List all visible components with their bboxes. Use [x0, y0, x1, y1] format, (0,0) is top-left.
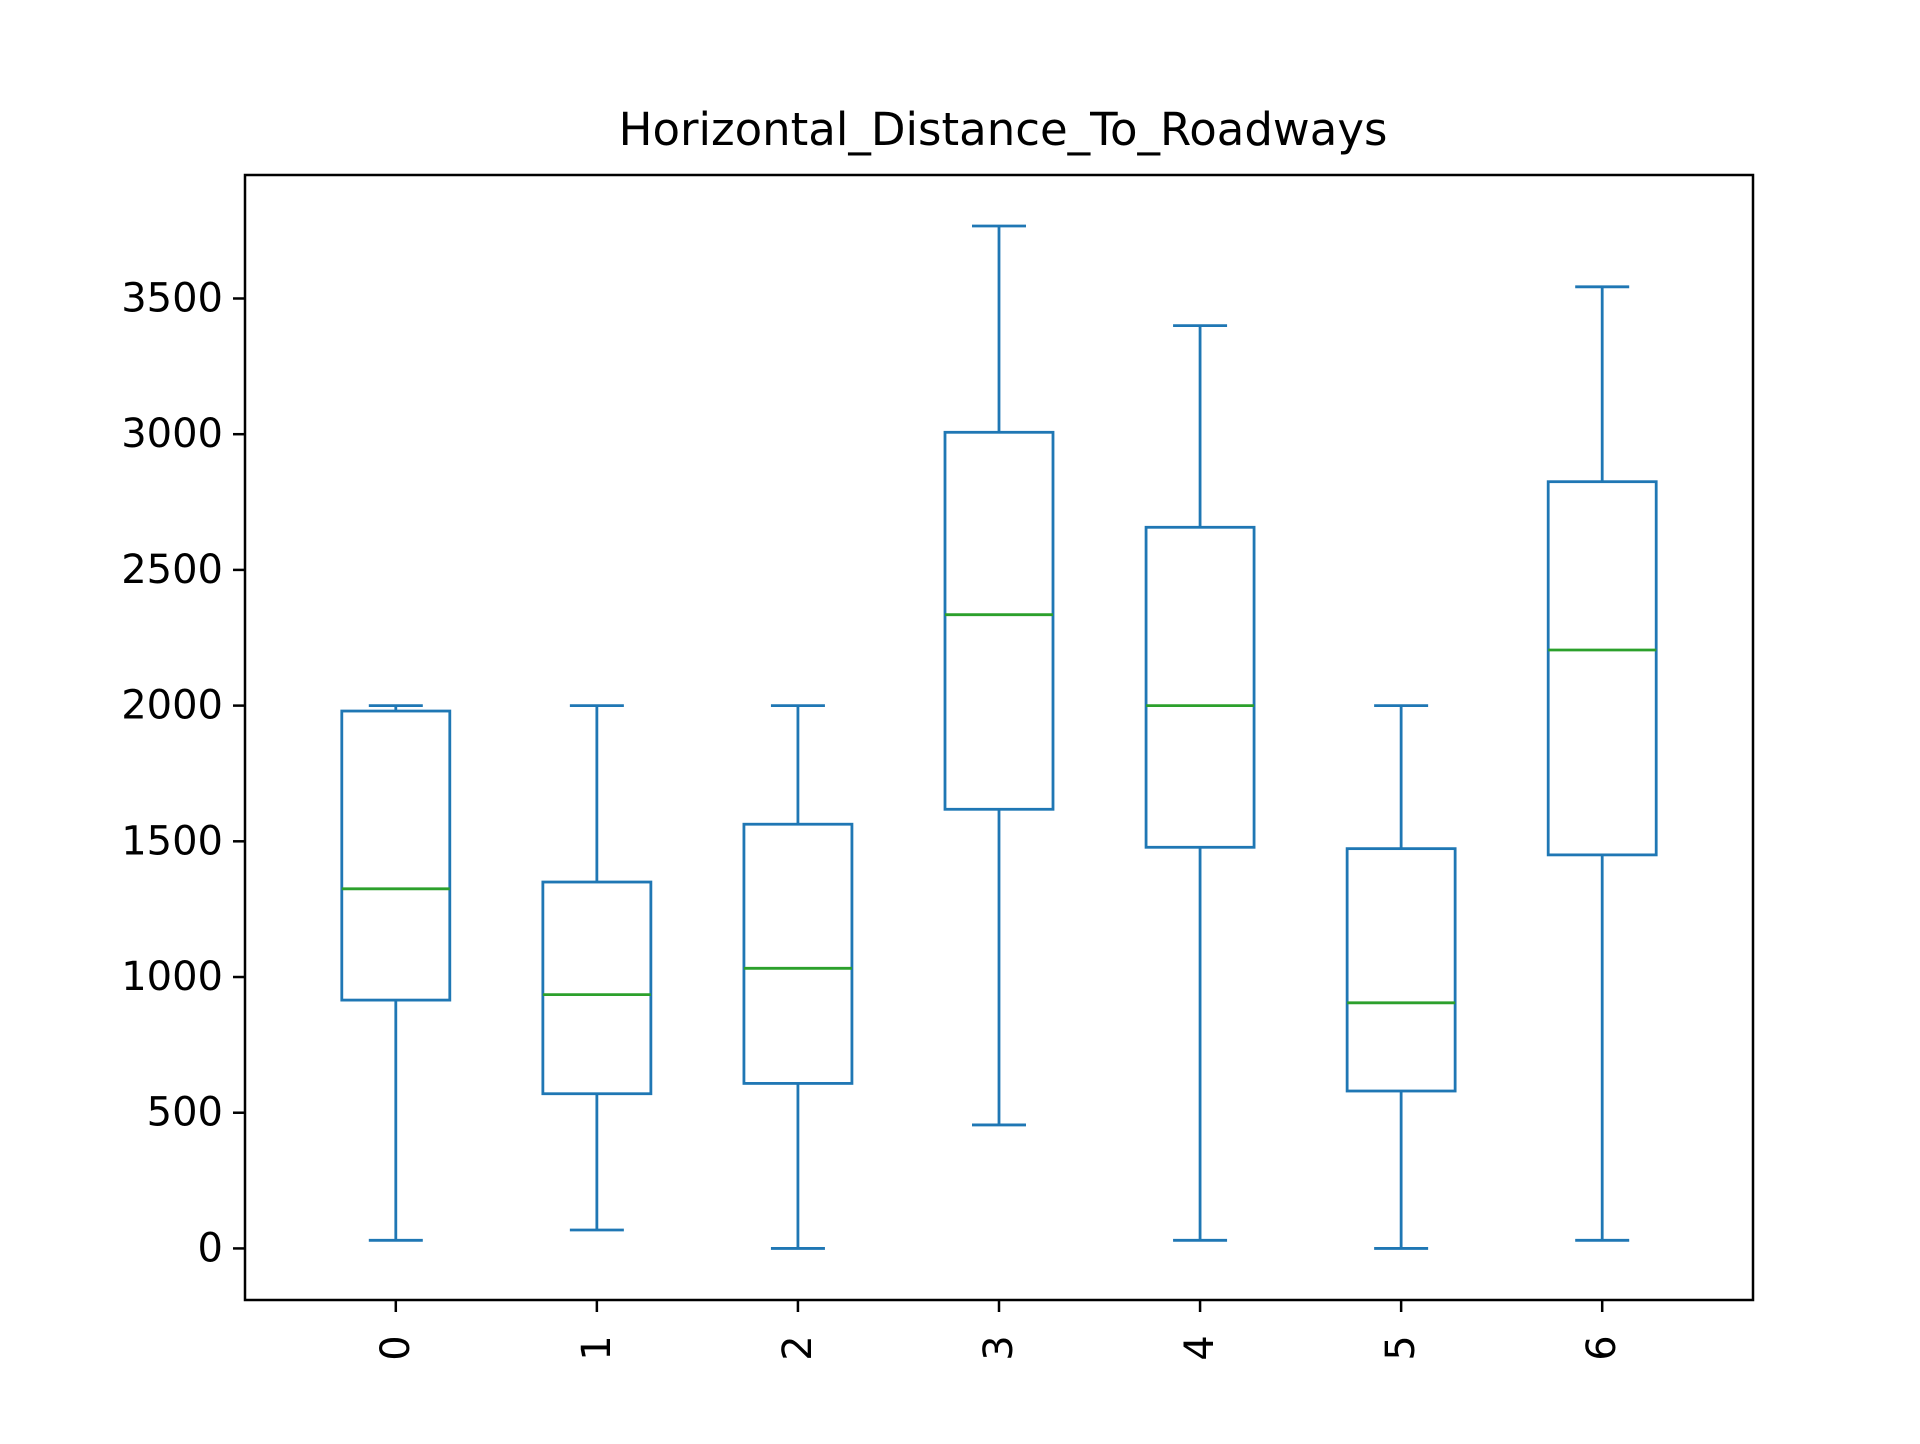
x-tick-label: 0	[373, 1335, 419, 1360]
x-tick-label: 5	[1378, 1335, 1424, 1360]
y-tick-label: 2000	[121, 683, 223, 729]
y-tick-label: 3500	[121, 275, 223, 321]
box-6-iqr	[1546, 480, 1658, 857]
y-tick-label: 2500	[121, 547, 223, 593]
box-5-iqr	[1345, 847, 1457, 1093]
box-1-iqr	[541, 880, 653, 1096]
y-tick-label: 500	[147, 1090, 223, 1136]
box-3-iqr	[943, 430, 1055, 811]
x-tick-label: 2	[775, 1335, 821, 1360]
x-tick-label: 1	[574, 1335, 620, 1360]
box-2-iqr	[742, 822, 854, 1085]
plot-frame	[243, 173, 1755, 1302]
box-4-iqr	[1144, 525, 1256, 849]
y-tick-label: 1000	[121, 954, 223, 1000]
y-tick-label: 0	[198, 1225, 223, 1271]
x-tick-label: 6	[1579, 1335, 1625, 1360]
box-0-iqr	[340, 709, 452, 1002]
chart-title: Horizontal_Distance_To_Roadways	[619, 103, 1388, 156]
x-tick-label: 3	[976, 1335, 1022, 1360]
x-tick-label: 4	[1177, 1335, 1223, 1360]
y-tick-label: 3000	[121, 411, 223, 457]
y-tick-label: 1500	[121, 818, 223, 864]
